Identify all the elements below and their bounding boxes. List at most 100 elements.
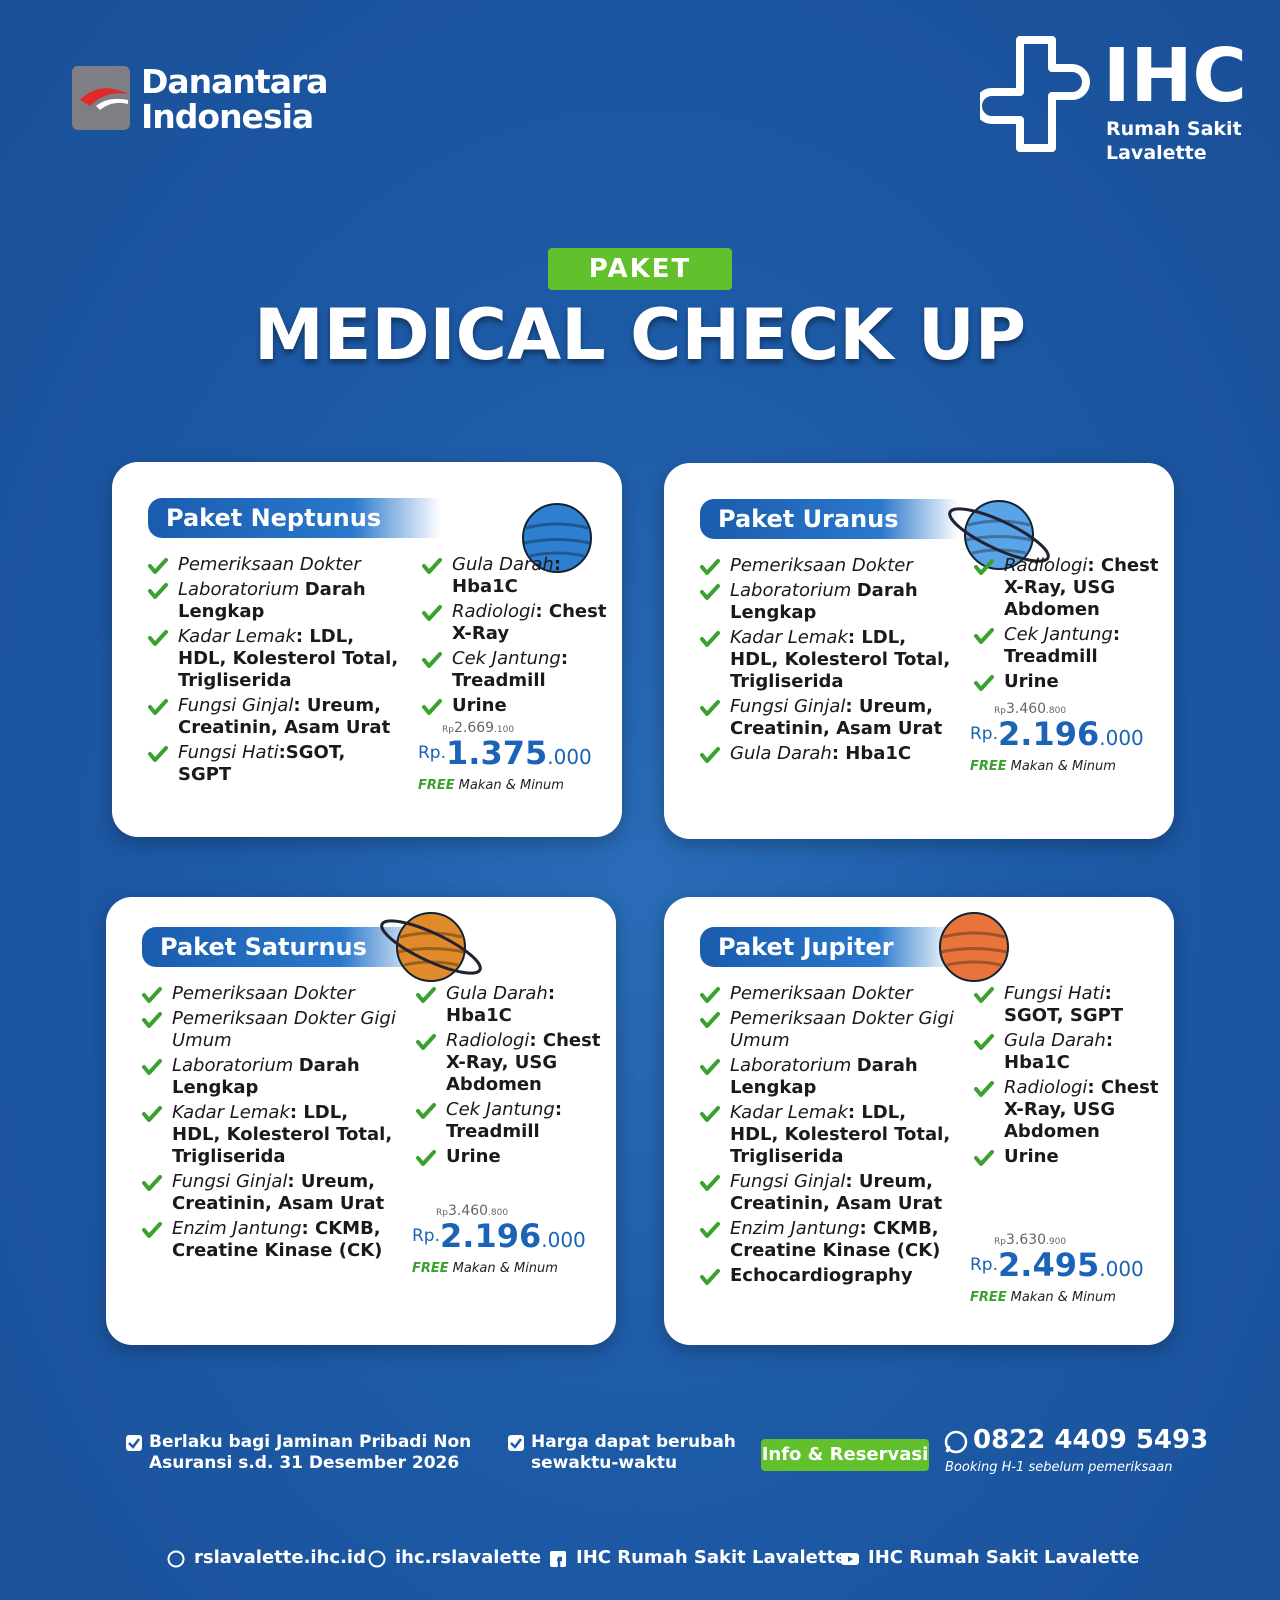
social-icon [841,1553,859,1565]
check-icon [416,987,436,1003]
item-label: Fungsi Ginjal [178,695,294,716]
item-detail: : Hba1C [452,554,562,597]
old-price: Rp3.460.800 [970,701,1144,717]
free-text: Makan & Minum [452,1261,558,1276]
list-item: Radiologi: Chest X-Ray, USG Abdomen [974,555,1159,621]
old-price-main: 3.630 [1005,1232,1047,1248]
list-item: Fungsi Ginjal: Ureum, Creatinin, Asam Ur… [142,1171,397,1215]
check-icon [422,699,442,715]
new-price: Rp.2.495.000 [970,1248,1144,1286]
list-item: Urine [416,1146,606,1168]
item-detail: Darah Lengkap [730,580,918,623]
old-price-tail: .800 [1046,706,1067,716]
item-label: Fungsi Hati [178,742,279,763]
item-detail: : CKMB, Creatine Kinase (CK) [730,1218,941,1261]
item-list: Fungsi Hati: SGOT, SGPT Gula Darah: Hba1C… [974,983,1159,1171]
free-note: FREE Makan & Minum [970,759,1144,774]
new-price-tail: .000 [1099,1257,1144,1281]
ihc-sub: Rumah Sakit Lavalette [1106,117,1242,165]
social-link: ihc.rslavalette [395,1547,542,1568]
package-card: Paket Saturnus Pemeriksaan Dokter Pemeriks… [106,897,616,1345]
item-detail: Darah Lengkap [178,579,366,622]
list-item: Pemeriksaan Dokter Gigi Umum [700,1008,955,1052]
old-price: Rp2.669.100 [418,720,592,736]
package-name: Paket Jupiter [700,927,954,967]
check-icon [700,1222,720,1238]
check-icon [142,1059,162,1075]
check-icon [974,559,994,575]
list-item: Laboratorium Darah Lengkap [700,580,955,624]
ihc-cross-logo [980,36,1090,152]
list-item: Fungsi Hati: SGOT, SGPT [974,983,1159,1027]
list-item: Urine [974,1146,1159,1168]
item-list: Radiologi: Chest X-Ray, USG Abdomen Cek J… [974,555,1159,696]
item-list: Gula Darah: Hba1C Radiologi: Chest X-Ray,… [416,983,606,1171]
list-item: Fungsi Ginjal: Ureum, Creatinin, Asam Ur… [700,696,955,740]
list-item: Cek Jantung: Treadmill [422,648,607,692]
currency: Rp. [412,1226,441,1246]
package-card: Paket Jupiter Pemeriksaan Dokter Pemeriksa… [664,897,1174,1345]
item-detail: : Chest X-Ray, USG Abdomen [1004,1077,1159,1142]
check-icon [974,675,994,691]
package-card: Paket Neptunus Pemeriksaan Dokter Laborato… [112,462,622,837]
item-detail: Darah Lengkap [172,1055,360,1098]
item-label: Kadar Lemak [178,626,296,647]
info-button: Info & Reservasi [761,1439,929,1471]
list-item: Fungsi Hati:SGOT, SGPT [148,742,403,786]
check-icon [422,605,442,621]
item-detail: Echocardiography [730,1265,913,1286]
list-item: Cek Jantung: Treadmill [416,1099,606,1143]
package-name: Paket Uranus [700,499,959,539]
item-label: Fungsi Ginjal [172,1171,288,1192]
list-item: Radiologi: Chest X-Ray [422,601,607,645]
check-icon [148,699,168,715]
item-label: Radiologi [1004,1077,1088,1098]
old-price: Rp3.630.900 [970,1232,1144,1248]
check-icon [142,1106,162,1122]
item-label: Fungsi Ginjal [730,1171,846,1192]
check-icon [416,1034,436,1050]
list-item: Kadar Lemak: LDL, HDL, Kolesterol Total,… [700,627,955,693]
item-detail: Darah Lengkap [730,1055,918,1098]
item-label: Kadar Lemak [730,627,848,648]
currency: Rp [994,706,1006,716]
item-detail: Urine [452,695,507,716]
new-price-main: 2.196 [440,1217,542,1255]
old-price-tail: .900 [1046,1237,1067,1247]
new-price-main: 2.495 [998,1246,1100,1284]
item-label: Pemeriksaan Dokter [172,983,355,1004]
check-icon [148,558,168,574]
check-icon [700,584,720,600]
item-label: Cek Jantung [446,1099,555,1120]
ihc-sub-line: Rumah Sakit [1106,118,1242,140]
main-title: MEDICAL CHECK UP [253,294,1027,376]
item-detail: : Treadmill [452,648,569,691]
list-item: Laboratorium Darah Lengkap [142,1055,397,1099]
item-detail: Urine [446,1146,501,1167]
social-link: IHC Rumah Sakit Lavalette [868,1547,1140,1568]
list-item: Echocardiography [700,1265,955,1287]
item-label: Laboratorium [730,580,852,601]
item-detail: : Chest X-Ray, USG Abdomen [1004,555,1159,620]
list-item: Kadar Lemak: LDL, HDL, Kolesterol Total,… [700,1102,955,1168]
ihc-sub-line: Lavalette [1106,142,1207,164]
brand-left: Danantara Indonesia [141,64,329,134]
list-item: Gula Darah: Hba1C [416,983,606,1027]
free-label: FREE [418,778,455,793]
item-label: Enzim Jantung [730,1218,860,1239]
planet-icon [939,912,1009,982]
list-item: Laboratorium Darah Lengkap [148,579,403,623]
check-icon [148,583,168,599]
item-label: Radiologi [452,601,536,622]
check-icon [422,558,442,574]
item-detail: : Ureum, Creatinin, Asam Urat [730,696,943,739]
item-label: Laboratorium [178,579,300,600]
badge: PAKET [548,248,732,290]
free-label: FREE [970,759,1007,774]
item-list: Pemeriksaan Dokter Pemeriksaan Dokter Gig… [142,983,397,1265]
social-link: IHC Rumah Sakit Lavalette [576,1547,848,1568]
free-note: FREE Makan & Minum [970,1290,1144,1305]
list-item: Pemeriksaan Dokter [700,555,955,577]
check-icon [148,630,168,646]
list-item: Enzim Jantung: CKMB, Creatine Kinase (CK… [700,1218,955,1262]
